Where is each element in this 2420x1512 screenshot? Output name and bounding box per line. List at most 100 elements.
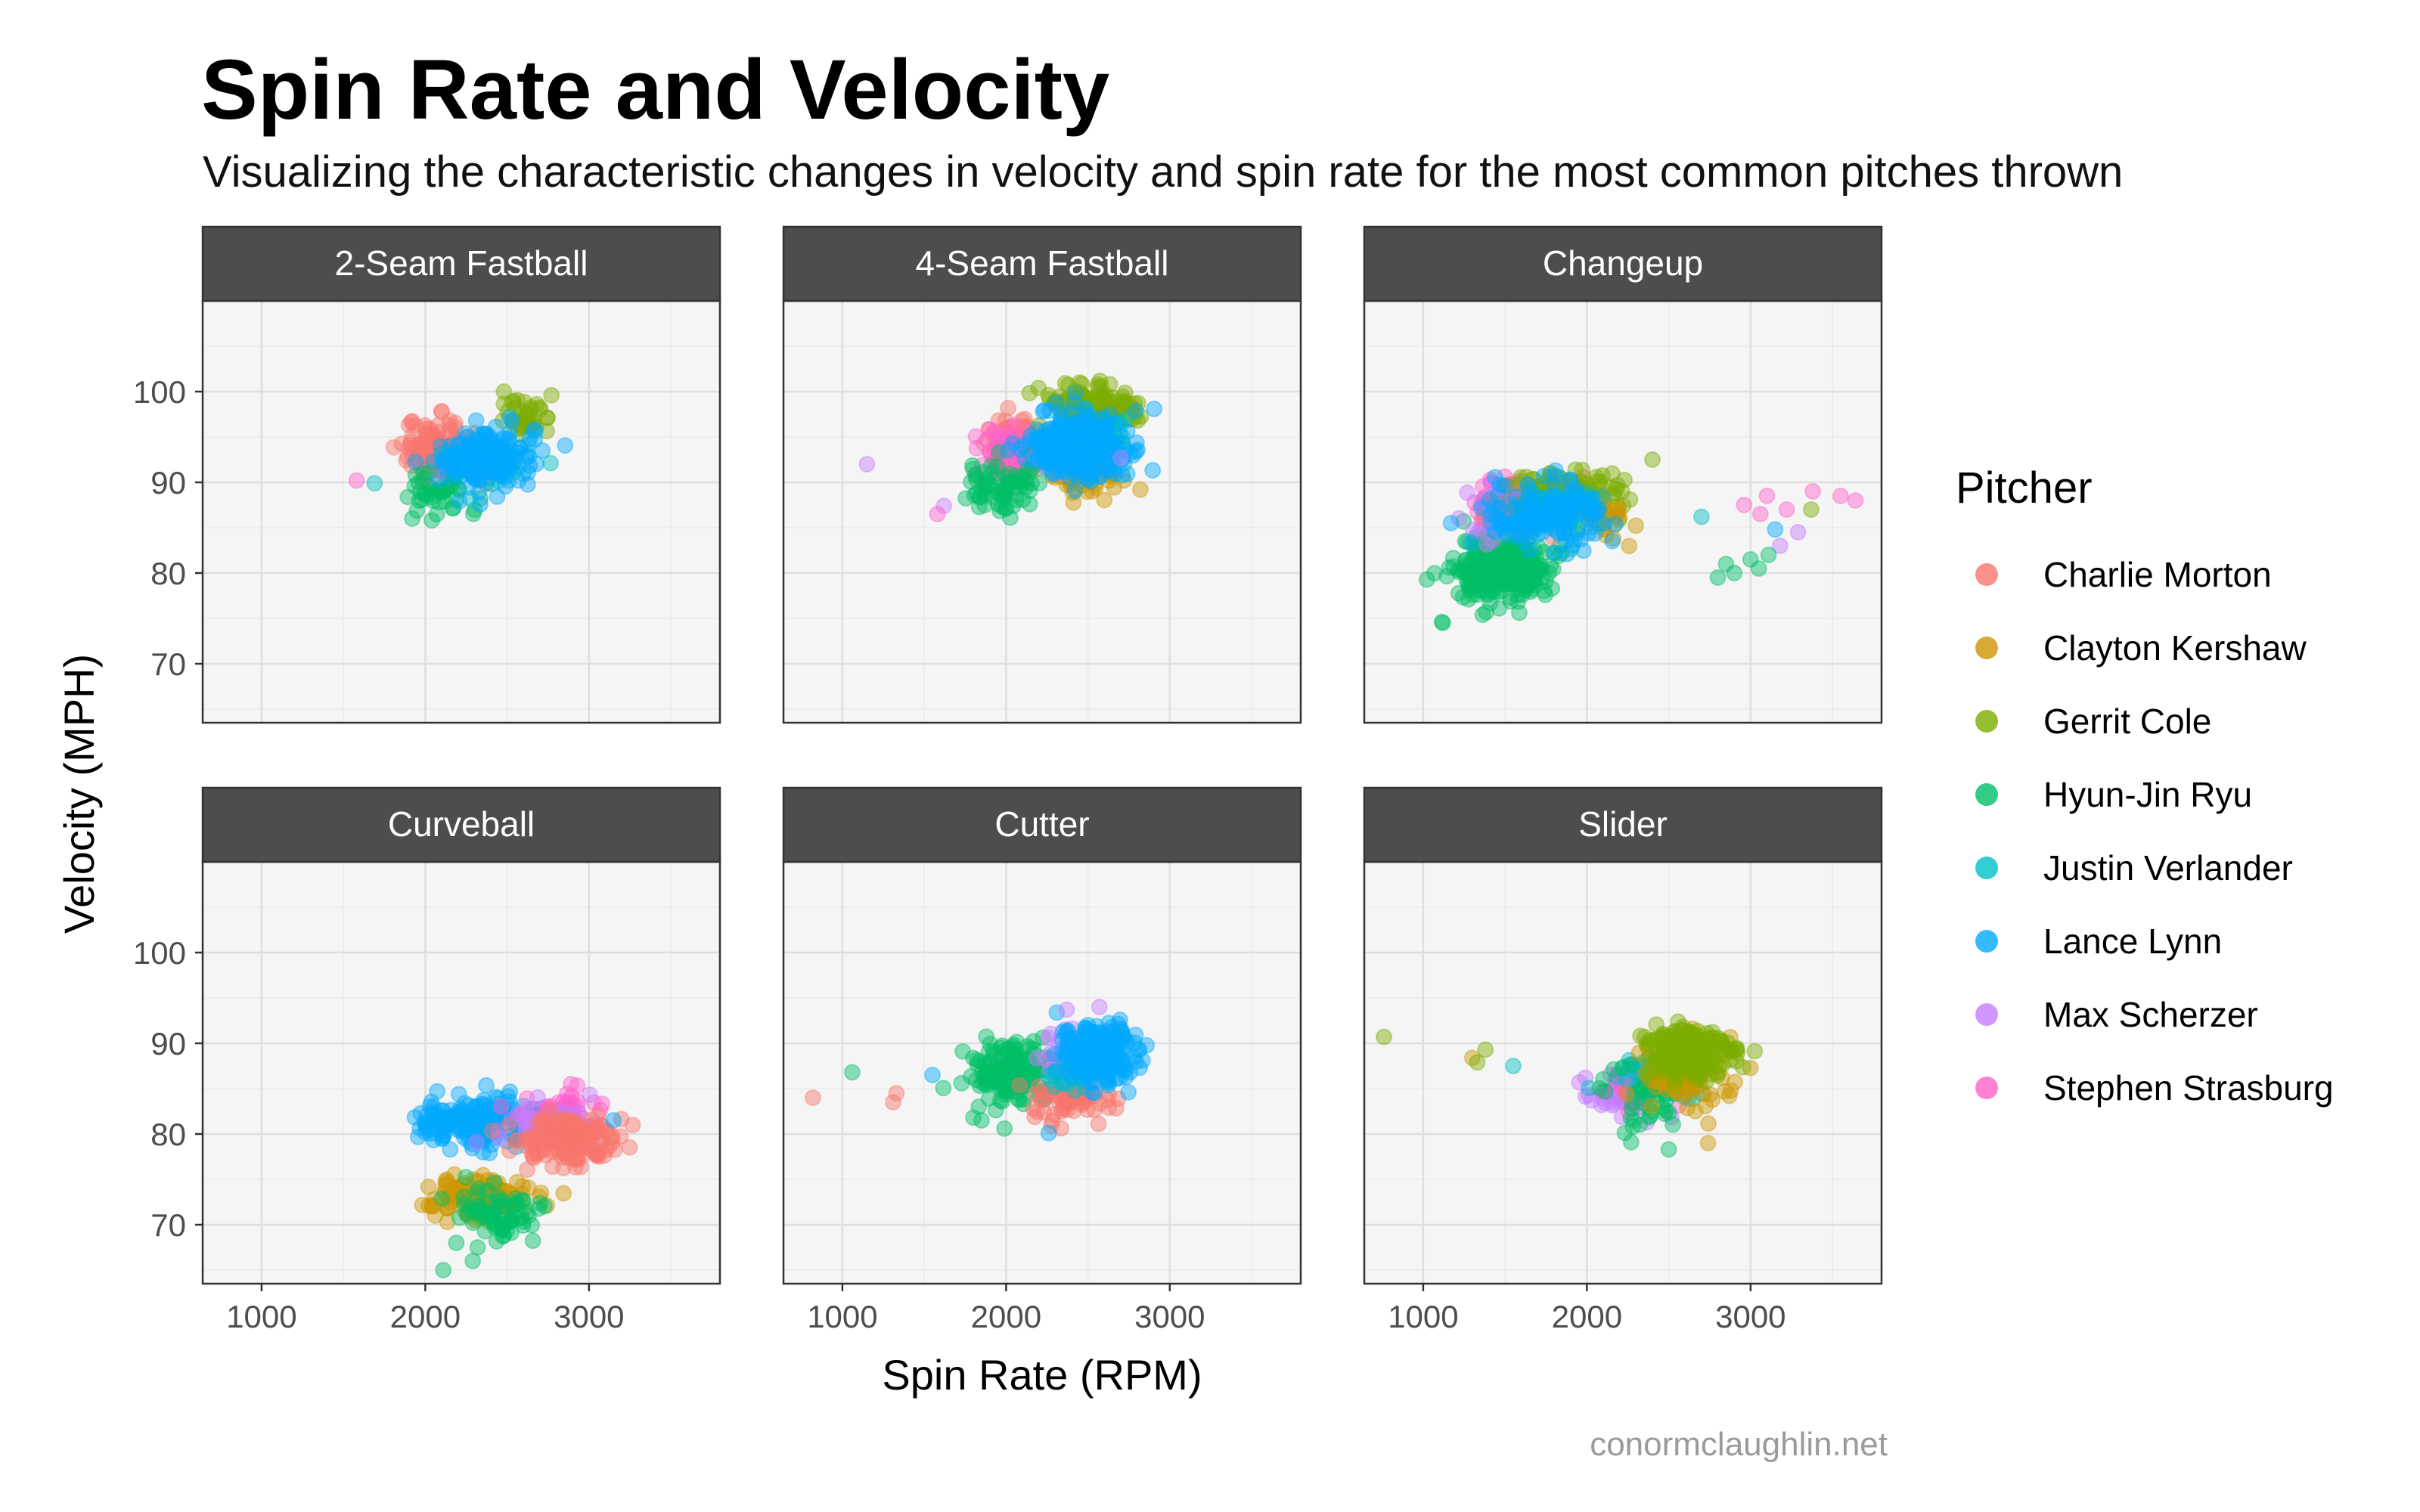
data-point: [439, 445, 456, 463]
data-point: [1697, 1098, 1714, 1114]
data-point: [411, 438, 428, 454]
data-point: [430, 438, 448, 455]
data-point: [423, 448, 440, 466]
data-point: [1622, 1133, 1640, 1151]
data-point: [954, 1043, 972, 1060]
data-point: [1138, 1036, 1156, 1054]
data-point: [534, 442, 551, 459]
data-point: [501, 408, 518, 426]
data-point: [428, 465, 445, 482]
data-point: [518, 448, 535, 466]
data-point: [1144, 462, 1162, 479]
data-point: [438, 437, 455, 454]
data-point: [435, 453, 452, 470]
data-point: [406, 417, 424, 435]
data-point: [529, 1115, 547, 1132]
data-point: [1709, 1067, 1727, 1084]
data-point: [427, 438, 445, 455]
data-point: [464, 505, 482, 522]
data-point: [499, 403, 517, 420]
data-point: [495, 383, 513, 400]
data-point: [488, 442, 505, 460]
data-point: [455, 449, 472, 466]
data-point: [1561, 471, 1578, 488]
data-point: [451, 493, 468, 510]
data-point: [476, 426, 494, 443]
data-point: [457, 1169, 474, 1186]
data-point: [513, 417, 531, 434]
data-point: [462, 490, 479, 507]
data-point: [413, 438, 430, 456]
data-point: [470, 445, 488, 463]
data-point: [477, 476, 495, 493]
data-point: [526, 413, 543, 430]
data-point: [448, 491, 465, 508]
data-point: [888, 1085, 905, 1101]
data-point: [1040, 1124, 1057, 1142]
data-point: [1655, 1027, 1673, 1044]
data-point: [525, 415, 541, 432]
data-point: [450, 435, 467, 452]
data-point: [455, 1188, 473, 1206]
data-point: [973, 482, 991, 500]
data-point: [581, 1086, 598, 1104]
data-point: [505, 416, 522, 433]
data-point: [445, 451, 463, 467]
data-point: [467, 464, 484, 482]
data-point: [513, 426, 530, 444]
data-point: [495, 395, 513, 413]
data-point: [427, 455, 445, 472]
data-point: [1734, 1058, 1751, 1076]
data-point: [489, 439, 506, 457]
panel-background: [783, 301, 1301, 723]
data-point: [994, 1059, 1012, 1076]
data-point: [448, 467, 465, 485]
data-point: [1660, 1141, 1677, 1158]
x-tick-label: 3000: [1134, 1299, 1205, 1334]
x-tick-label: 3000: [1715, 1299, 1786, 1334]
data-point: [519, 476, 536, 493]
data-point: [476, 457, 493, 475]
data-point: [443, 477, 461, 494]
data-point: [505, 456, 522, 473]
data-point: [526, 431, 544, 448]
data-point: [1640, 1035, 1657, 1052]
data-point: [557, 437, 574, 454]
data-point: [489, 449, 507, 466]
data-point: [500, 430, 517, 448]
data-point: [431, 440, 448, 457]
chart-subtitle: Visualizing the characteristic changes i…: [203, 147, 2124, 197]
data-point: [417, 431, 434, 448]
data-point: [1643, 1098, 1660, 1115]
data-point: [481, 457, 498, 475]
data-point: [486, 1174, 503, 1191]
data-point: [496, 468, 513, 485]
legend-key: [1975, 1077, 1998, 1099]
data-point: [501, 460, 519, 477]
legend-label: Gerrit Cole: [2043, 702, 2212, 741]
data-point: [805, 1089, 821, 1106]
data-point: [442, 466, 459, 484]
data-point: [440, 454, 458, 472]
data-point: [452, 449, 470, 466]
data-point: [486, 442, 503, 460]
data-point: [414, 472, 431, 490]
data-point: [1061, 1030, 1078, 1048]
data-point: [1376, 1028, 1392, 1046]
data-point: [1537, 586, 1554, 603]
data-point: [479, 451, 496, 469]
data-point: [1481, 491, 1498, 508]
data-point: [445, 435, 462, 452]
data-point: [407, 453, 424, 470]
data-point: [418, 438, 436, 455]
data-point: [1627, 517, 1645, 534]
legend-label: Clayton Kershaw: [2043, 628, 2307, 668]
legend-item: Clayton Kershaw: [1956, 625, 2307, 671]
data-point: [1469, 1054, 1486, 1071]
data-point: [524, 416, 541, 433]
data-point: [538, 409, 556, 426]
data-point: [412, 459, 430, 476]
data-point: [929, 506, 946, 522]
data-point: [486, 439, 504, 457]
data-point: [517, 407, 535, 425]
